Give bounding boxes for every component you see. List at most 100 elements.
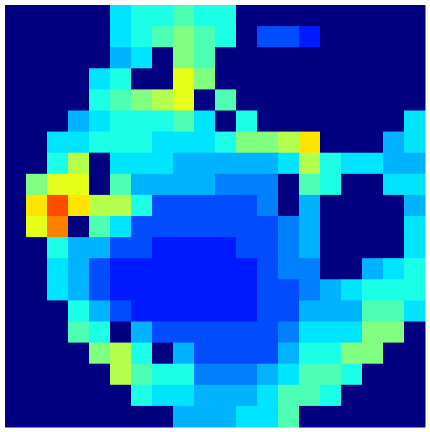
heatmap-cell	[5, 363, 27, 386]
heatmap-cell	[131, 279, 153, 301]
heatmap-cell	[47, 173, 69, 196]
heatmap-cell	[299, 26, 321, 48]
heatmap-cell	[383, 321, 405, 344]
heatmap-cell	[320, 258, 342, 280]
heatmap-cell	[110, 110, 132, 133]
heatmap-cell	[362, 384, 384, 407]
heatmap-cell	[383, 342, 405, 365]
heatmap-cell	[110, 89, 132, 111]
heatmap-cell	[152, 5, 174, 27]
heatmap-cell	[278, 173, 300, 196]
heatmap-cell	[131, 384, 153, 407]
heatmap-cell	[215, 68, 237, 90]
heatmap-cell	[110, 216, 132, 238]
heatmap-cell	[110, 152, 132, 175]
heatmap-cell	[404, 26, 426, 48]
heatmap-cell	[404, 258, 426, 280]
heatmap-cell	[194, 152, 216, 175]
heatmap-cell	[404, 216, 426, 238]
heatmap-cell	[194, 405, 216, 428]
heatmap-cell	[173, 68, 195, 90]
heatmap-cell	[341, 194, 363, 217]
heatmap-cell	[236, 194, 258, 217]
heatmap-cell	[47, 384, 69, 407]
heatmap-cell	[26, 405, 48, 428]
heatmap-cell	[152, 342, 174, 365]
heatmap-cell	[341, 405, 363, 428]
heatmap-cell	[47, 216, 69, 238]
heatmap-cell	[5, 152, 27, 175]
heatmap-cell	[89, 216, 111, 238]
heatmap-cell	[110, 300, 132, 322]
heatmap-cell	[47, 363, 69, 386]
heatmap-cell	[152, 258, 174, 280]
heatmap-cell	[26, 47, 48, 69]
heatmap-cell	[362, 26, 384, 48]
heatmap-cell	[278, 194, 300, 217]
heatmap-cell	[257, 5, 279, 27]
heatmap-cell	[173, 47, 195, 69]
heatmap-cell	[404, 68, 426, 90]
heatmap-cell	[26, 216, 48, 238]
heatmap-cell	[26, 152, 48, 175]
heatmap-cell	[5, 216, 27, 238]
heatmap-cell	[47, 405, 69, 428]
heatmap-cell	[152, 363, 174, 386]
heatmap-cell	[278, 300, 300, 322]
heatmap-cell	[257, 279, 279, 301]
heatmap-cell	[362, 237, 384, 259]
heatmap-cell	[404, 321, 426, 344]
heatmap-cell	[68, 89, 90, 111]
heatmap-cell	[320, 237, 342, 259]
heatmap-cell	[341, 152, 363, 175]
heatmap-cell	[236, 258, 258, 280]
heatmap-cell	[47, 258, 69, 280]
heatmap-cell	[320, 342, 342, 365]
heatmap-cell	[173, 300, 195, 322]
heatmap-cell	[89, 89, 111, 111]
heatmap-cell	[194, 216, 216, 238]
heatmap-cell	[215, 26, 237, 48]
heatmap-cell	[362, 152, 384, 175]
heatmap-cell	[110, 194, 132, 217]
heatmap-cell	[110, 342, 132, 365]
heatmap-cell	[194, 342, 216, 365]
heatmap-cell	[5, 237, 27, 259]
heatmap-cell	[404, 47, 426, 69]
heatmap-cell	[383, 47, 405, 69]
heatmap-cell	[404, 173, 426, 196]
heatmap-cell	[278, 68, 300, 90]
heatmap-cell	[236, 68, 258, 90]
heatmap-cell	[68, 405, 90, 428]
heatmap-cell	[236, 237, 258, 259]
heatmap-cell	[173, 405, 195, 428]
heatmap-cell	[383, 405, 405, 428]
heatmap-cell	[110, 321, 132, 344]
heatmap-cell	[320, 110, 342, 133]
heatmap-cell	[341, 384, 363, 407]
heatmap-cell	[68, 216, 90, 238]
heatmap-cell	[173, 279, 195, 301]
heatmap-cell	[89, 194, 111, 217]
heatmap-cell	[152, 384, 174, 407]
heatmap-cell	[404, 405, 426, 428]
heatmap-cell	[299, 110, 321, 133]
heatmap-cell	[383, 152, 405, 175]
heatmap-cell	[194, 258, 216, 280]
heatmap-cell	[47, 279, 69, 301]
heatmap-cell	[236, 5, 258, 27]
heatmap-cell	[68, 110, 90, 133]
heatmap-cell	[299, 342, 321, 365]
heatmap-cell	[89, 384, 111, 407]
heatmap-cell	[404, 152, 426, 175]
heatmap-cell	[47, 89, 69, 111]
heatmap-cell	[110, 173, 132, 196]
heatmap-cell	[383, 279, 405, 301]
heatmap-cell	[215, 152, 237, 175]
heatmap-cell	[131, 258, 153, 280]
heatmap-cell	[5, 384, 27, 407]
heatmap-cell	[194, 89, 216, 111]
heatmap-cell	[341, 68, 363, 90]
heatmap-cell	[341, 110, 363, 133]
